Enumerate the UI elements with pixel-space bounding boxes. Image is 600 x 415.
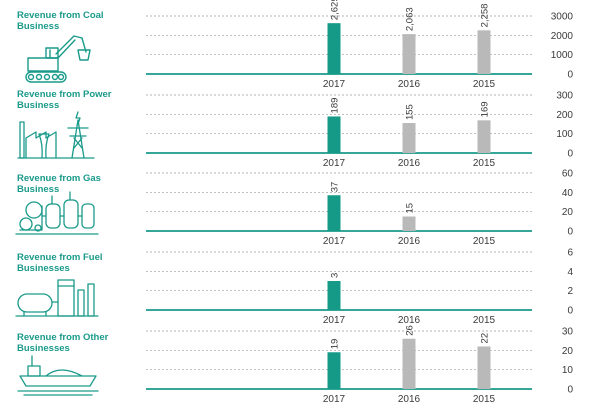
excavator-icon: [25, 35, 91, 83]
fuel-value-label-2017: 3: [330, 273, 341, 278]
power-ytick-label: 0: [567, 149, 573, 160]
panel-title-other: Revenue from Other Businesses: [17, 332, 109, 354]
power-plant-icon: [17, 111, 95, 159]
other-ytick-label: 10: [562, 365, 574, 376]
coal-ytick-label: 2000: [551, 31, 574, 42]
other-bar-2015: [477, 346, 491, 389]
panel-title-fuel: Revenue from Fuel Businesses: [17, 252, 103, 274]
coal-value-label-2016: 2,063: [405, 7, 416, 31]
gas-ytick-label: 0: [567, 227, 573, 238]
coal-category-label-2016: 2016: [398, 79, 421, 90]
other-value-label-2016: 26: [405, 325, 416, 336]
power-value-label-2016: 155: [405, 104, 416, 120]
other-category-label-2015: 2015: [473, 394, 496, 405]
fuel-storage-icon: [15, 279, 99, 317]
coal-category-label-2017: 2017: [323, 79, 346, 90]
other-value-label-2015: 22: [480, 333, 491, 344]
power-value-label-2015: 169: [480, 101, 491, 117]
power-ytick-label: 200: [556, 110, 573, 121]
coal-bar-2017: [327, 23, 341, 74]
other-bar-2016: [402, 338, 416, 389]
gas-ytick-label: 20: [562, 207, 574, 218]
coal-bar-2016: [402, 34, 416, 74]
power-category-label-2015: 2015: [473, 158, 496, 169]
fuel-ytick-label: 4: [567, 267, 573, 278]
fuel-ytick-label: 2: [567, 286, 573, 297]
power-bar-2016: [402, 123, 416, 153]
gas-bar-2016: [402, 216, 416, 231]
other-category-label-2016: 2016: [398, 394, 421, 405]
gas-category-label-2017: 2017: [323, 236, 346, 247]
coal-value-label-2015: 2,258: [480, 4, 491, 28]
power-ytick-label: 300: [556, 91, 573, 102]
fuel-category-label-2016: 2016: [398, 315, 421, 326]
coal-ytick-label: 1000: [551, 50, 574, 61]
gas-plant-icon: [15, 191, 99, 235]
panel-title-gas: Revenue from Gas Business: [17, 173, 101, 195]
fuel-bar-2017: [327, 281, 341, 310]
other-bar-2017: [327, 352, 341, 389]
fuel-category-label-2017: 2017: [323, 315, 346, 326]
gas-category-label-2016: 2016: [398, 236, 421, 247]
panel-title-coal: Revenue from Coal Business: [17, 10, 104, 32]
fuel-ytick-label: 6: [567, 248, 573, 259]
coal-ytick-label: 3000: [551, 12, 574, 23]
fuel-ytick-label: 0: [567, 306, 573, 317]
gas-ytick-label: 60: [562, 169, 574, 180]
gas-value-label-2016: 15: [405, 203, 416, 214]
gas-value-label-2017: 37: [330, 182, 341, 193]
ship-icon: [17, 355, 99, 396]
coal-bar-2015: [477, 30, 491, 74]
coal-value-label-2017: 2,629: [330, 0, 341, 20]
panel-title-power: Revenue from Power Business: [17, 89, 112, 111]
other-category-label-2017: 2017: [323, 394, 346, 405]
power-bar-2017: [327, 116, 341, 153]
fuel-category-label-2015: 2015: [473, 315, 496, 326]
gas-bar-2017: [327, 195, 341, 231]
gas-ytick-label: 40: [562, 188, 574, 199]
power-category-label-2017: 2017: [323, 158, 346, 169]
other-ytick-label: 30: [562, 327, 574, 338]
other-ytick-label: 20: [562, 346, 574, 357]
coal-ytick-label: 0: [567, 70, 573, 81]
power-ytick-label: 100: [556, 129, 573, 140]
other-value-label-2017: 19: [330, 339, 341, 350]
other-ytick-label: 0: [567, 385, 573, 396]
power-category-label-2016: 2016: [398, 158, 421, 169]
power-bar-2015: [477, 120, 491, 153]
gas-category-label-2015: 2015: [473, 236, 496, 247]
coal-category-label-2015: 2015: [473, 79, 496, 90]
power-value-label-2017: 189: [330, 98, 341, 114]
